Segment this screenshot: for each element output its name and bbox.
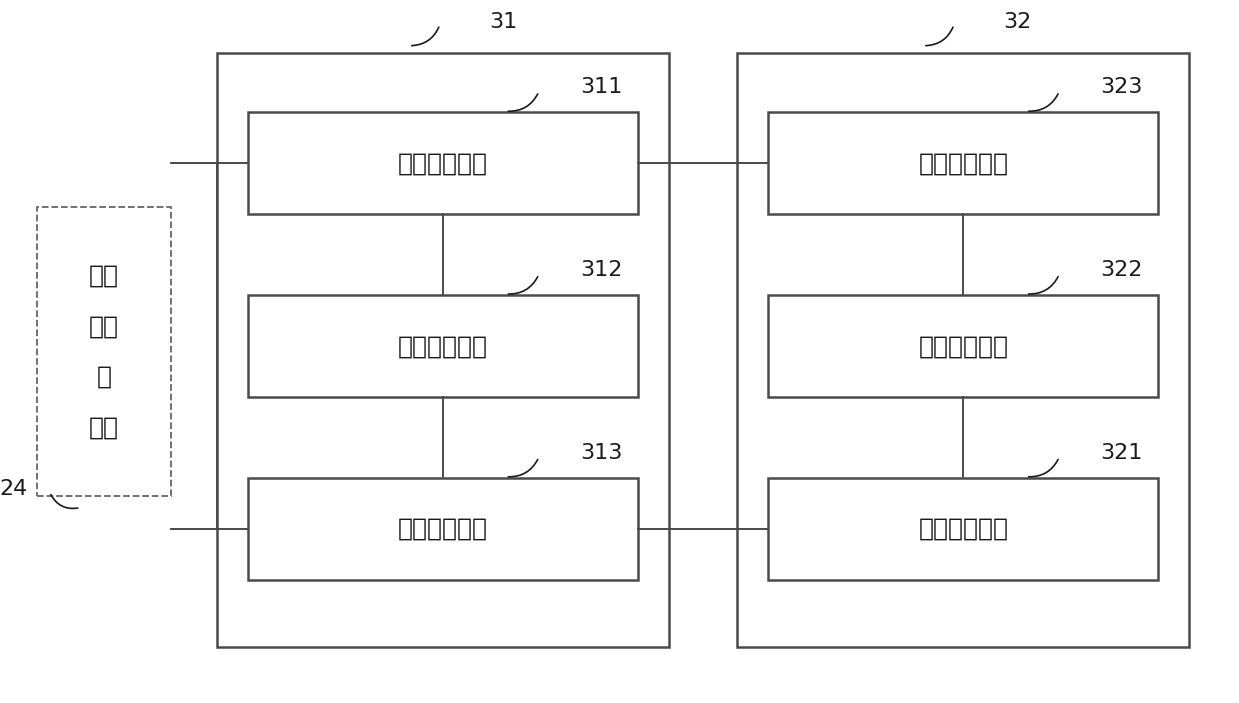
Text: 数据: 数据 bbox=[89, 314, 119, 338]
Bar bbox=[768, 478, 1158, 580]
Text: 31: 31 bbox=[489, 12, 518, 32]
Text: 321: 321 bbox=[1100, 443, 1142, 463]
Text: 323: 323 bbox=[1100, 77, 1142, 97]
Text: 第一接收模块: 第一接收模块 bbox=[398, 151, 488, 176]
Text: 第二发送模块: 第二发送模块 bbox=[918, 151, 1009, 176]
Bar bbox=[737, 53, 1189, 647]
Text: 322: 322 bbox=[1100, 260, 1142, 280]
Bar bbox=[768, 112, 1158, 214]
Bar bbox=[217, 53, 669, 647]
Text: 第二处理模块: 第二处理模块 bbox=[918, 334, 1009, 359]
Text: 313: 313 bbox=[580, 443, 622, 463]
Text: 311: 311 bbox=[580, 77, 622, 97]
Text: 32: 32 bbox=[1004, 12, 1032, 32]
Text: 网: 网 bbox=[97, 365, 112, 389]
Bar bbox=[248, 478, 638, 580]
Text: 24: 24 bbox=[0, 479, 27, 499]
Bar bbox=[37, 207, 171, 496]
Bar bbox=[248, 112, 638, 214]
Text: 第二接收模块: 第二接收模块 bbox=[918, 517, 1009, 541]
Text: 312: 312 bbox=[580, 260, 622, 280]
Bar bbox=[768, 295, 1158, 397]
Text: 分组: 分组 bbox=[89, 264, 119, 288]
Bar bbox=[248, 295, 638, 397]
Text: 第一处理模块: 第一处理模块 bbox=[398, 334, 488, 359]
Text: 网关: 网关 bbox=[89, 415, 119, 439]
Text: 第一发送模块: 第一发送模块 bbox=[398, 517, 488, 541]
